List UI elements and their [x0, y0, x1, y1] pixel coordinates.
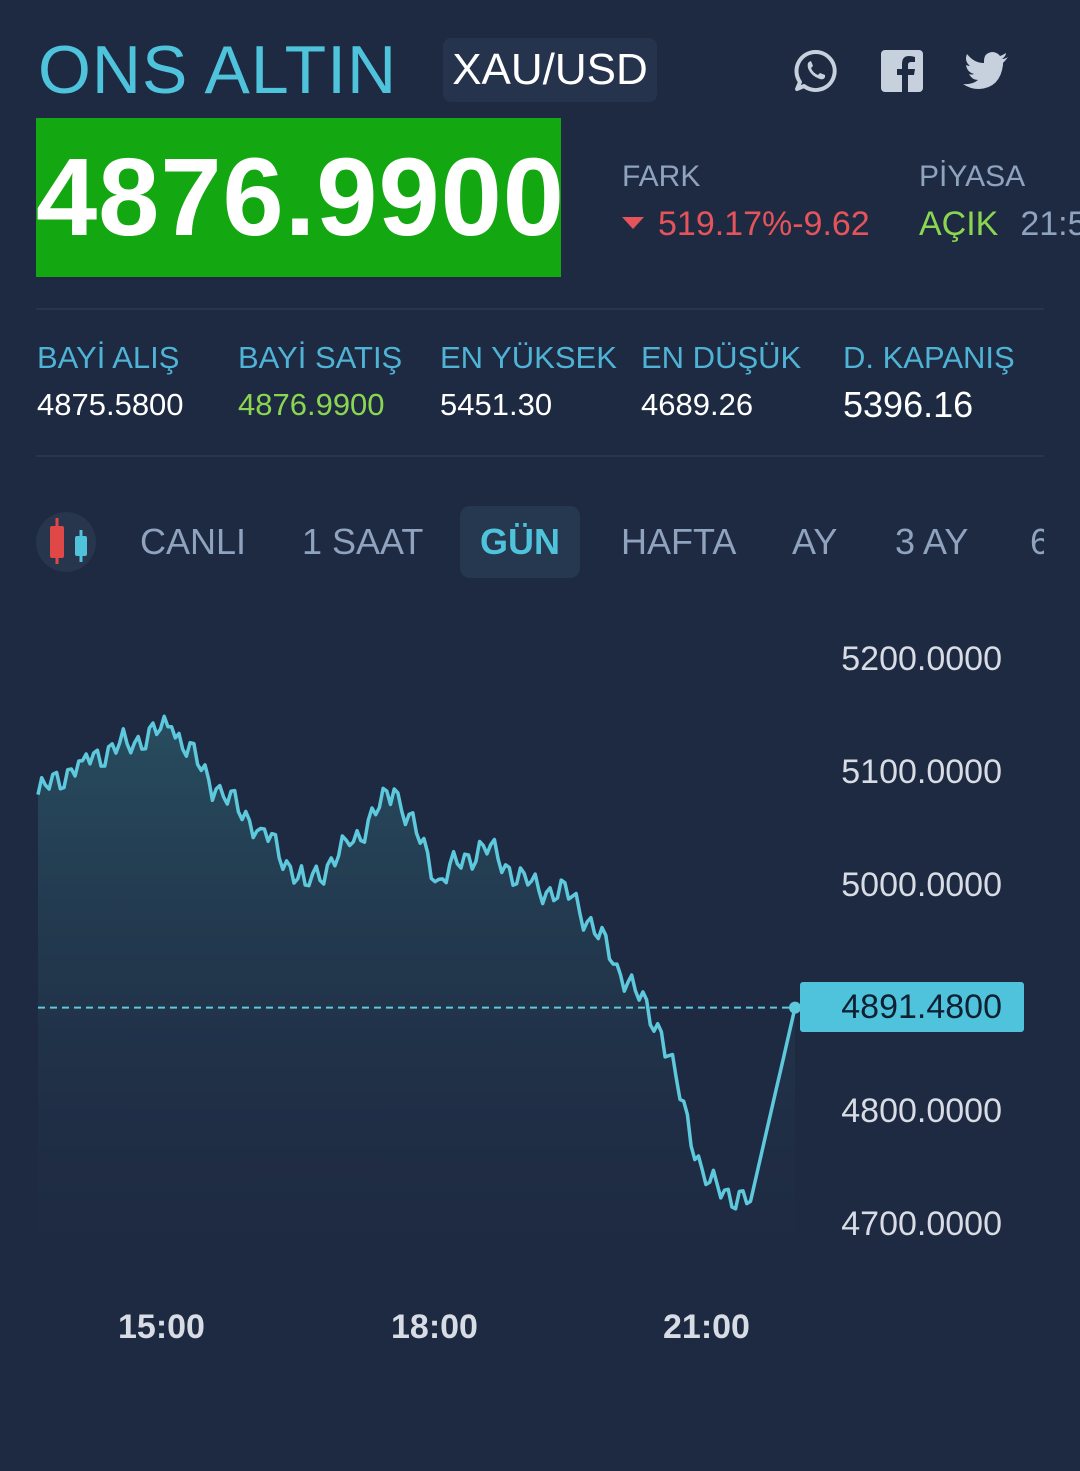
- change-label: FARK: [622, 160, 701, 193]
- tab-gun[interactable]: GÜN: [460, 506, 580, 578]
- candlestick-icon: [50, 518, 87, 564]
- stat-value-buy: 4875.5800: [37, 387, 184, 422]
- y-tick-label: 5000.0000: [841, 866, 1002, 904]
- market-status: AÇIK 21:5: [919, 205, 1080, 244]
- x-tick-label: 15:00: [118, 1308, 205, 1346]
- period-tabs: CANLI 1 SAAT GÜN HAFTA AY 3 AY 6: [36, 500, 1044, 584]
- stat-label-buy: BAYİ ALIŞ: [37, 340, 180, 375]
- candlestick-toggle[interactable]: [36, 512, 96, 572]
- tab-ay[interactable]: AY: [792, 521, 838, 562]
- twitter-icon[interactable]: [962, 48, 1010, 94]
- market-time: 21:5: [1020, 205, 1080, 243]
- divider: [36, 455, 1044, 457]
- tab-3-ay[interactable]: 3 AY: [895, 521, 969, 562]
- change-value: 519.17%-9.62: [622, 205, 870, 244]
- price-line: [36, 714, 797, 1211]
- stat-label-sell: BAYİ SATIŞ: [238, 340, 403, 375]
- x-tick-label: 21:00: [663, 1308, 750, 1346]
- y-tick-label: 5100.0000: [841, 753, 1002, 791]
- market-label: PİYASA: [919, 160, 1026, 193]
- stat-value-low: 4689.26: [641, 387, 754, 422]
- stat-value-sell: 4876.9900: [238, 387, 385, 422]
- price-area: [38, 716, 795, 1270]
- stat-label-high: EN YÜKSEK: [440, 340, 617, 375]
- tab-canli[interactable]: CANLI: [140, 521, 247, 562]
- facebook-icon[interactable]: [879, 48, 927, 94]
- stat-label-low: EN DÜŞÜK: [641, 340, 802, 375]
- change-text: 519.17%-9.62: [658, 205, 870, 243]
- instrument-title: ONS ALTIN: [38, 32, 398, 108]
- tab-6-ay[interactable]: 6: [1030, 521, 1044, 562]
- whatsapp-icon[interactable]: [792, 48, 840, 94]
- stat-value-high: 5451.30: [440, 387, 553, 422]
- stat-value-prev-close: 5396.16: [843, 384, 974, 425]
- y-tick-label: 4700.0000: [841, 1205, 1002, 1243]
- price-box: 4876.9900: [36, 118, 565, 277]
- x-tick-label: 18:00: [391, 1308, 478, 1346]
- tab-1-saat[interactable]: 1 SAAT: [302, 521, 424, 562]
- y-tick-label: 5200.0000: [841, 640, 1002, 678]
- market-open-text: AÇIK: [919, 205, 999, 243]
- y-tick-label: 4800.0000: [841, 1092, 1002, 1130]
- stat-label-prev-close: D. KAPANIŞ: [843, 340, 1015, 375]
- tab-hafta[interactable]: HAFTA: [621, 521, 737, 562]
- divider: [36, 308, 1044, 310]
- last-price: 4876.9900: [36, 136, 565, 259]
- down-arrow-icon: [622, 217, 644, 230]
- current-price-label: 4891.4800: [800, 982, 1024, 1032]
- current-price-dot: [789, 1001, 801, 1014]
- symbol-badge: XAU/USD: [443, 38, 657, 102]
